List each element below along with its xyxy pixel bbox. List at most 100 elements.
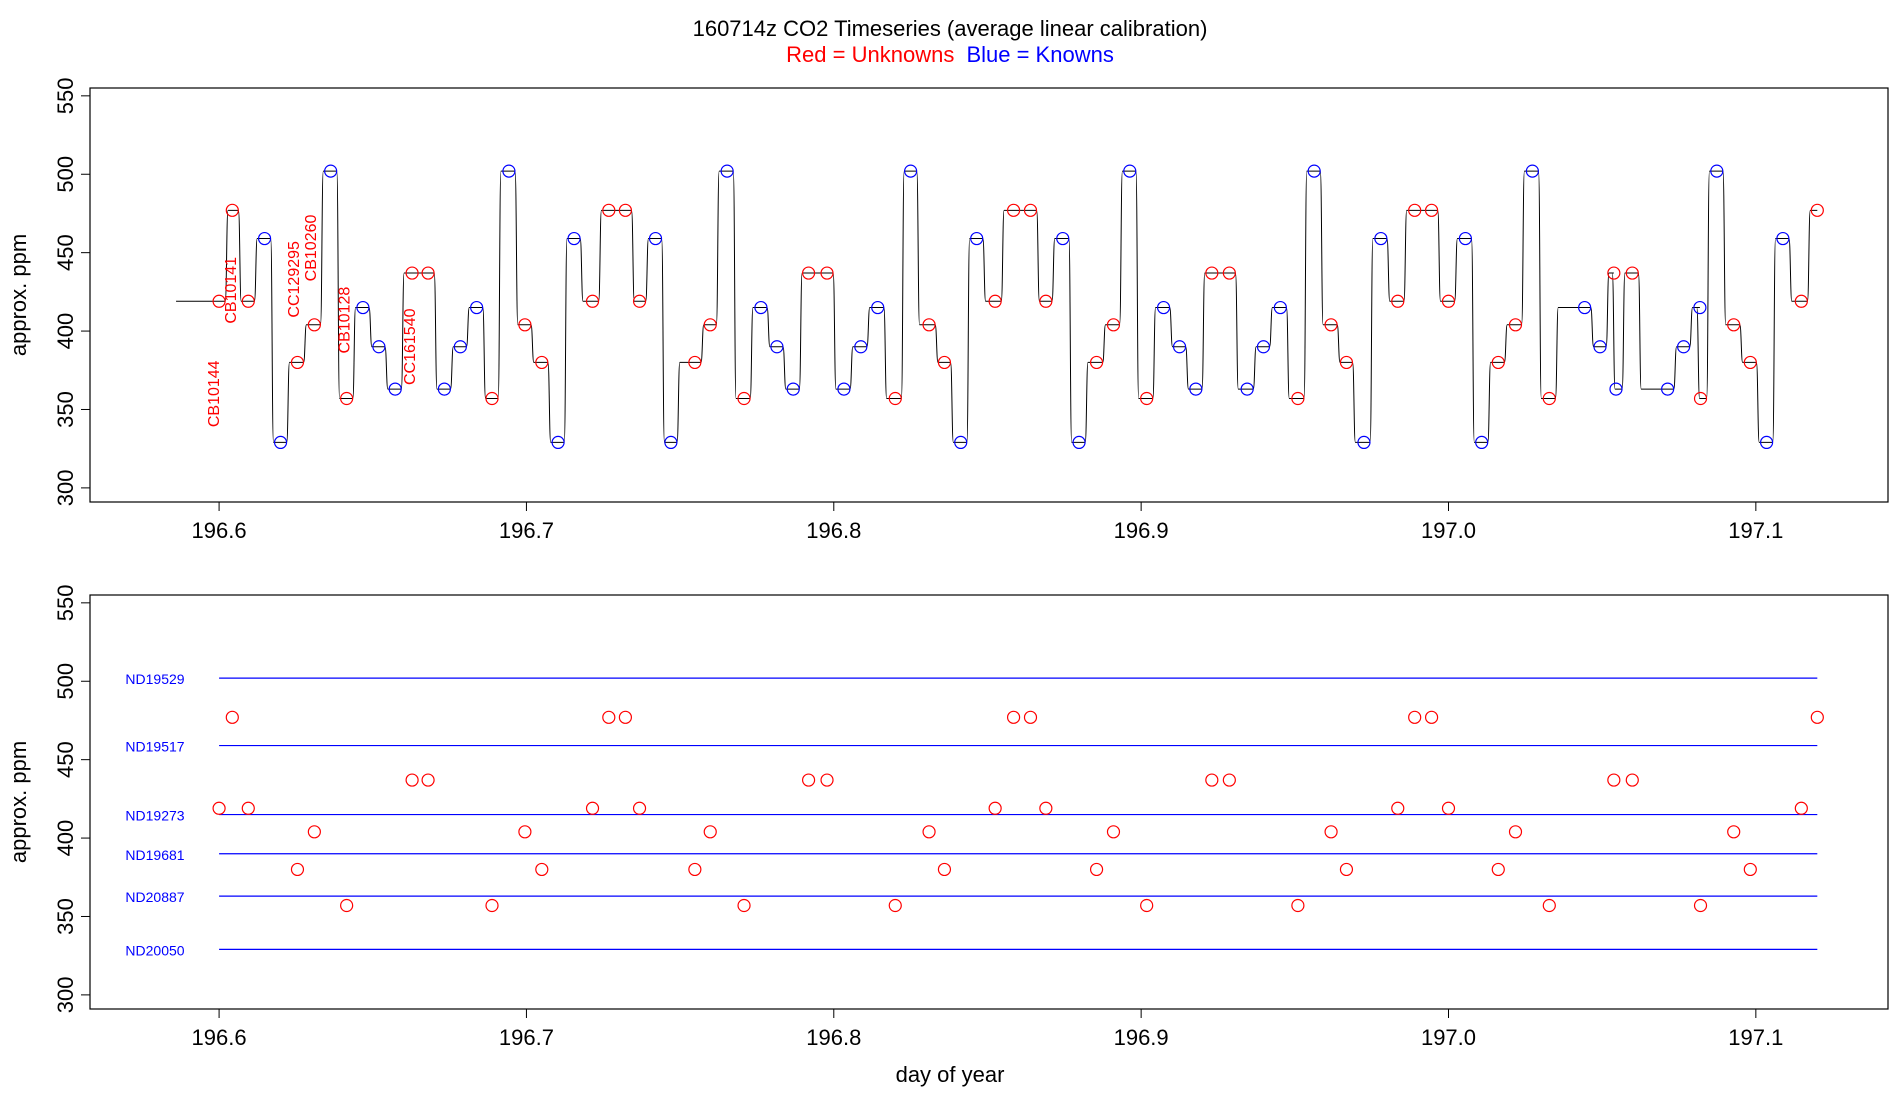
unknown-point	[888, 898, 902, 913]
unknown-point	[737, 898, 751, 913]
unknown-point	[922, 825, 936, 839]
known-point	[954, 435, 968, 450]
known-point	[1475, 435, 1489, 450]
reference-label: ND19273	[125, 808, 184, 824]
unknown-point	[1339, 355, 1354, 370]
reference-label: ND20050	[125, 942, 184, 958]
unknown-point	[241, 294, 255, 308]
x-tick-label: 196.6	[192, 1025, 247, 1050]
known-point	[970, 231, 984, 246]
unknown-point	[618, 203, 633, 217]
unknown-point	[1491, 355, 1505, 370]
known-point	[1240, 382, 1254, 396]
known-point	[854, 340, 868, 354]
known-point	[1759, 435, 1774, 450]
plot-frame	[89, 594, 1889, 1010]
unknown-point	[1222, 266, 1236, 280]
unknown-point	[1039, 801, 1053, 815]
unknown-point	[212, 801, 226, 815]
known-point	[1661, 382, 1675, 396]
unknown-point	[421, 773, 435, 787]
unknown-point	[585, 294, 600, 308]
x-tick-label: 196.8	[806, 518, 861, 543]
unknown-point	[820, 773, 834, 787]
unknown-point	[1291, 391, 1305, 406]
unknown-point	[1441, 801, 1456, 815]
sample-annotation: CB10260	[303, 214, 320, 281]
chart-subtitle: Red = Unknowns Blue = Knowns	[786, 42, 1114, 67]
unknown-point	[1491, 862, 1505, 877]
unknown-point	[1106, 825, 1121, 839]
y-tick-label: 350	[53, 898, 78, 935]
known-point	[1677, 340, 1691, 354]
known-point	[1710, 164, 1724, 178]
x-tick-label: 196.9	[1114, 1025, 1169, 1050]
unknown-point	[1794, 801, 1808, 815]
y-tick-label: 300	[53, 977, 78, 1014]
unknown-point	[1205, 266, 1219, 280]
unknown-point	[737, 391, 751, 406]
sample-annotation: CB10128	[337, 287, 354, 354]
unknown-point	[535, 355, 549, 370]
sample-annotation: CC161540	[402, 308, 419, 385]
y-tick-label: 550	[53, 584, 78, 621]
known-point	[453, 340, 467, 354]
unknown-point	[1339, 862, 1354, 877]
unknown-point	[1408, 710, 1422, 724]
sample-annotation: CB10144	[206, 360, 223, 427]
known-point	[1357, 435, 1371, 450]
unknown-point	[1727, 318, 1741, 332]
x-tick-label: 197.0	[1421, 518, 1476, 543]
known-point	[356, 300, 370, 315]
known-point	[754, 300, 768, 315]
known-point	[470, 300, 484, 315]
known-point	[273, 435, 288, 450]
unknown-point	[703, 825, 717, 839]
unknown-point	[703, 318, 717, 332]
x-tick-label: 196.7	[499, 518, 554, 543]
unknown-point	[585, 801, 600, 815]
subtitle-unknowns: Red = Unknowns	[786, 42, 954, 67]
y-axis-label: approx. ppm	[6, 741, 31, 863]
known-point	[372, 340, 386, 354]
known-point	[871, 300, 885, 315]
series-trace	[176, 170, 1818, 443]
unknown-point	[1089, 862, 1104, 877]
unknown-point	[1006, 203, 1021, 217]
unknown-point	[1006, 710, 1021, 724]
unknown-point	[801, 773, 816, 787]
unknown-point	[988, 294, 1002, 308]
y-tick-label: 450	[53, 234, 78, 271]
unknown-point	[1089, 355, 1104, 370]
unknown-point	[801, 266, 816, 280]
unknown-point	[1810, 710, 1824, 724]
unknown-point	[1023, 710, 1038, 724]
unknown-point	[307, 825, 321, 839]
unknown-point	[290, 862, 305, 877]
known-point	[567, 231, 581, 246]
unknown-point	[1222, 773, 1236, 787]
unknown-point	[535, 862, 549, 877]
known-point	[1189, 382, 1203, 396]
known-point	[1123, 164, 1137, 178]
y-tick-label: 450	[53, 741, 78, 778]
reference-label: ND19517	[125, 739, 184, 755]
unknown-point	[1424, 203, 1439, 217]
unknown-point	[1039, 294, 1053, 308]
unknown-point	[1140, 391, 1154, 406]
unknown-point	[307, 318, 321, 332]
known-point	[388, 382, 402, 396]
x-tick-label: 196.6	[192, 518, 247, 543]
unknown-point	[988, 801, 1002, 815]
unknown-point	[290, 355, 305, 370]
unknown-point	[618, 710, 633, 724]
known-point	[1256, 340, 1271, 354]
unknown-point	[340, 391, 354, 406]
plot-frame	[89, 87, 1889, 503]
unknown-point	[405, 773, 419, 787]
unknown-point	[1542, 391, 1556, 406]
unknown-point	[1607, 773, 1621, 787]
unknown-point	[1391, 294, 1405, 308]
unknown-point	[922, 318, 936, 332]
